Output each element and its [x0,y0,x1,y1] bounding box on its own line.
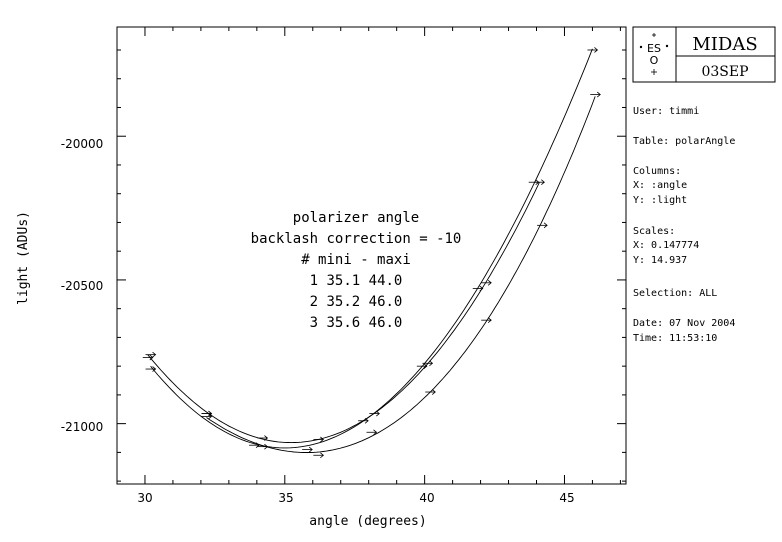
data-point-marker [249,442,260,449]
data-point-marker [590,91,601,98]
marker-head [596,91,601,98]
logo-date: 03SEP [701,64,748,80]
marker-head [152,366,157,372]
annotation-row-3: 3 35.6 46.0 [310,315,403,331]
y-tick-label: -20000 [61,137,104,151]
info-user: User: timmi [633,106,699,117]
logo-brand: MIDAS [692,34,757,55]
marker-head [429,360,434,367]
data-point-marker [201,413,213,420]
data-point-marker [472,285,484,292]
x-tick-label: 45 [559,491,574,505]
marker-head [264,443,269,450]
marker-head [541,179,545,186]
plot-frame [116,26,627,485]
marker-head [364,417,369,424]
fit-curve [147,182,540,444]
annotation-backlash: backlash correction = -10 [251,231,462,247]
logo-box [632,26,776,83]
x-tick-label: 35 [278,491,293,505]
data-point-marker [537,222,548,229]
data-point-marker [358,417,369,424]
data-point-marker [481,279,492,286]
data-point-marker [416,363,428,369]
marker-head [320,452,324,459]
info-selection: Selection: ALL [633,288,717,299]
fit-curve [206,96,596,453]
data-point-marker [425,389,436,395]
data-point-marker [257,443,269,450]
data-markers [142,47,601,459]
data-point-marker [302,446,313,453]
y-axis-title: light (ADUs) [16,211,31,305]
info-columns-label: Columns: [633,166,681,177]
marker-head [264,435,269,441]
annotation-row-2: 2 35.2 46.0 [310,294,403,310]
annotation-header: # mini - maxi [301,252,411,268]
marker-head [255,442,260,449]
data-point-marker [313,436,324,443]
data-point-marker [257,435,269,441]
marker-head [149,354,154,361]
x-tick-label: 30 [137,491,152,505]
info-scales-label: Scales: [633,226,675,237]
info-column-x: X: :angle [633,180,687,191]
data-point-marker [422,360,434,367]
annotation-title: polarizer angle [293,210,419,226]
marker-head [487,279,492,286]
info-column-y: Y: :light [633,195,687,206]
eso-star-icon [639,33,669,75]
marker-head [152,351,157,358]
marker-head [594,47,599,53]
fit-curves [147,48,596,453]
info-scale-y: Y: 14.937 [633,255,687,266]
data-point-marker [528,179,540,186]
axis-ticks [116,27,626,484]
marker-head [376,410,380,417]
marker-head [208,413,213,420]
marker-head [543,222,548,229]
x-tick-label: 40 [419,491,434,505]
y-tick-label: -20500 [61,279,104,293]
data-point-marker [587,47,599,53]
marker-head [373,429,378,436]
marker-head [308,446,313,453]
info-date: Date: 07 Nov 2004 [633,318,735,329]
annotation-row-1: 1 35.1 44.0 [310,273,403,289]
x-axis-title: angle (degrees) [309,514,426,529]
marker-head [479,285,484,292]
data-point-marker [369,410,380,417]
marker-head [535,179,540,186]
data-point-marker [366,429,378,436]
data-point-marker [481,317,492,323]
info-scale-x: X: 0.147774 [633,240,699,251]
marker-head [320,436,324,443]
eso-logo-text: ES [647,42,661,55]
data-point-marker [313,452,324,459]
data-point-marker [145,366,157,372]
info-table: Table: polarAngle [633,136,735,147]
marker-head [431,389,436,395]
data-point-marker [145,351,157,358]
marker-head [423,363,428,369]
fit-curve [150,48,593,449]
eso-logo-o: O [650,54,659,67]
y-tick-label: -21000 [61,420,104,434]
info-time: Time: 11:53:10 [633,333,717,344]
data-point-marker [142,354,154,361]
marker-head [487,317,492,323]
